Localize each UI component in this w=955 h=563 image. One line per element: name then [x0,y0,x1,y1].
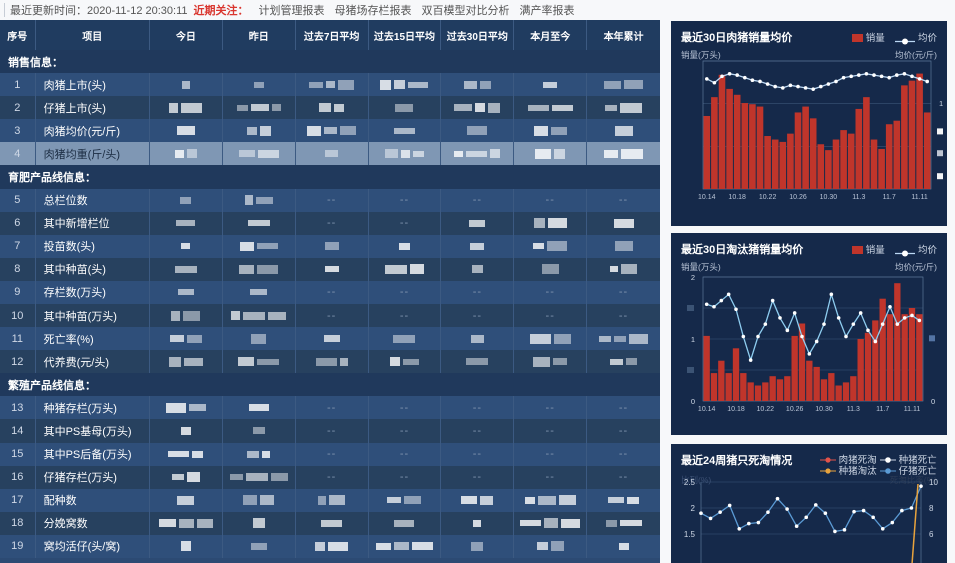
svg-text:1: 1 [939,99,943,108]
svg-text:10.22: 10.22 [759,194,777,201]
svg-text:0: 0 [691,397,695,406]
svg-text:6: 6 [929,530,934,539]
svg-text:10.30: 10.30 [820,194,838,201]
svg-text:11.3: 11.3 [852,194,865,201]
svg-text:1: 1 [691,335,695,344]
svg-text:10.22: 10.22 [757,406,775,413]
svg-text:10.26: 10.26 [786,406,804,413]
svg-text:2.5: 2.5 [684,478,696,487]
svg-text:10: 10 [929,478,938,487]
svg-text:0: 0 [931,397,935,406]
svg-text:11.7: 11.7 [876,406,889,413]
svg-text:2: 2 [691,273,695,282]
svg-text:11.3: 11.3 [847,406,860,413]
svg-text:10.14: 10.14 [698,194,716,201]
svg-text:10.26: 10.26 [789,194,807,201]
svg-text:10.30: 10.30 [815,406,833,413]
svg-text:11.11: 11.11 [904,406,921,413]
svg-text:2: 2 [691,504,696,513]
svg-text:10.18: 10.18 [727,406,745,413]
svg-text:1.5: 1.5 [684,530,696,539]
svg-text:10.14: 10.14 [698,406,716,413]
svg-text:11.11: 11.11 [911,194,928,201]
svg-text:11.7: 11.7 [883,194,896,201]
svg-text:8: 8 [929,504,934,513]
svg-text:10.18: 10.18 [728,194,746,201]
